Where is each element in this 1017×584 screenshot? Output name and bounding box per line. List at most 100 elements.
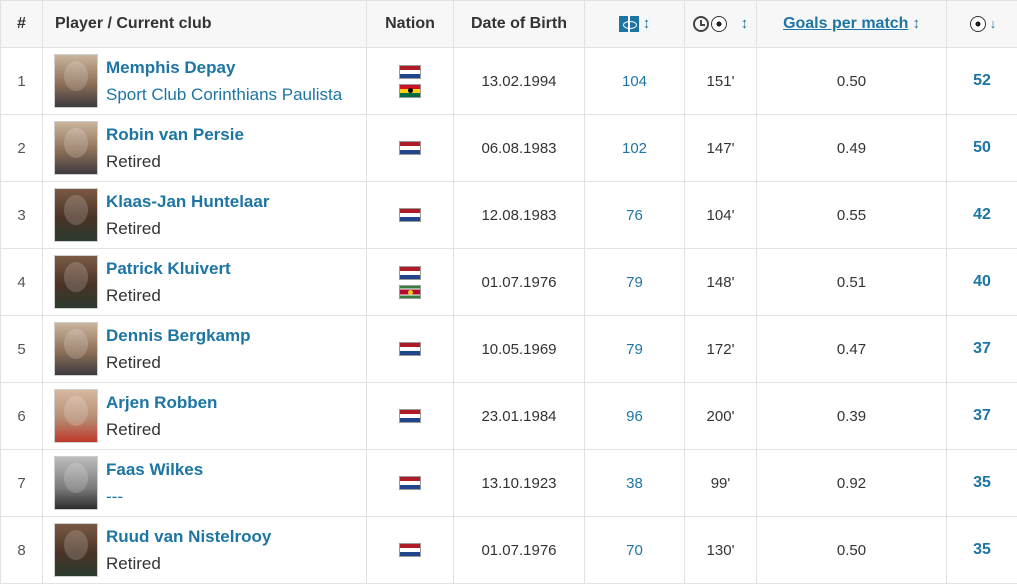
table-row: 4 Patrick Kluivert Retired 01.07.1976 79… <box>1 249 1017 316</box>
player-name-link[interactable]: Memphis Depay <box>106 54 342 81</box>
nation-cell <box>367 182 454 249</box>
goals-cell[interactable]: 42 <box>947 182 1017 249</box>
appearances-cell[interactable]: 79 <box>585 316 685 383</box>
goals-per-match-cell: 0.55 <box>757 182 947 249</box>
minutes-per-goal-cell: 172' <box>685 316 757 383</box>
goals-cell[interactable]: 37 <box>947 383 1017 450</box>
rank-cell: 5 <box>1 316 43 383</box>
sort-icon: ↕ <box>643 15 651 32</box>
header-minutes-per-goal[interactable]: ↕ <box>685 1 757 48</box>
header-goals-per-match[interactable]: Goals per match↕ <box>757 1 947 48</box>
rank-cell: 4 <box>1 249 43 316</box>
nation-cell <box>367 383 454 450</box>
club-link[interactable]: --- <box>106 483 203 510</box>
player-cell: Arjen Robben Retired <box>43 383 367 450</box>
minutes-per-goal-cell: 200' <box>685 383 757 450</box>
suriname-flag-icon <box>399 285 421 299</box>
nation-cell <box>367 115 454 182</box>
dob-cell: 06.08.1983 <box>454 115 585 182</box>
header-nation: Nation <box>367 1 454 48</box>
avatar[interactable] <box>54 255 98 309</box>
ball-icon <box>711 16 727 32</box>
appearances-cell[interactable]: 96 <box>585 383 685 450</box>
avatar[interactable] <box>54 389 98 443</box>
player-name-link[interactable]: Patrick Kluivert <box>106 255 231 282</box>
table-header-row: # Player / Current club Nation Date of B… <box>1 1 1017 48</box>
appearances-cell[interactable]: 70 <box>585 517 685 584</box>
minutes-per-goal-cell: 130' <box>685 517 757 584</box>
rank-cell: 3 <box>1 182 43 249</box>
dob-cell: 01.07.1976 <box>454 249 585 316</box>
goals-cell[interactable]: 37 <box>947 316 1017 383</box>
appearances-cell[interactable]: 38 <box>585 450 685 517</box>
header-goals[interactable]: ↓ <box>947 1 1017 48</box>
header-rank: # <box>1 1 43 48</box>
avatar[interactable] <box>54 188 98 242</box>
dob-cell: 01.07.1976 <box>454 517 585 584</box>
dob-cell: 23.01.1984 <box>454 383 585 450</box>
netherlands-flag-icon <box>399 543 421 557</box>
avatar[interactable] <box>54 54 98 108</box>
player-name-link[interactable]: Arjen Robben <box>106 389 217 416</box>
goals-cell[interactable]: 35 <box>947 450 1017 517</box>
player-cell: Memphis Depay Sport Club Corinthians Pau… <box>43 48 367 115</box>
nation-cell <box>367 48 454 115</box>
table-row: 3 Klaas-Jan Huntelaar Retired 12.08.1983… <box>1 182 1017 249</box>
header-player: Player / Current club <box>43 1 367 48</box>
avatar[interactable] <box>54 322 98 376</box>
netherlands-flag-icon <box>399 208 421 222</box>
player-cell: Robin van Persie Retired <box>43 115 367 182</box>
goals-cell[interactable]: 52 <box>947 48 1017 115</box>
netherlands-flag-icon <box>399 342 421 356</box>
dob-cell: 13.10.1923 <box>454 450 585 517</box>
netherlands-flag-icon <box>399 141 421 155</box>
player-name-link[interactable]: Faas Wilkes <box>106 456 203 483</box>
netherlands-flag-icon <box>399 266 421 280</box>
minutes-per-goal-cell: 104' <box>685 182 757 249</box>
club-label: Retired <box>106 215 269 242</box>
netherlands-flag-icon <box>399 409 421 423</box>
dob-cell: 10.05.1969 <box>454 316 585 383</box>
dob-cell: 12.08.1983 <box>454 182 585 249</box>
table-row: 7 Faas Wilkes --- 13.10.1923 38 99' 0.92… <box>1 450 1017 517</box>
goals-per-match-cell: 0.51 <box>757 249 947 316</box>
minutes-per-goal-cell: 148' <box>685 249 757 316</box>
avatar[interactable] <box>54 121 98 175</box>
rank-cell: 7 <box>1 450 43 517</box>
minutes-per-goal-cell: 151' <box>685 48 757 115</box>
club-label: Retired <box>106 349 251 376</box>
header-appearances[interactable]: ↕ <box>585 1 685 48</box>
goals-cell[interactable]: 50 <box>947 115 1017 182</box>
rank-cell: 8 <box>1 517 43 584</box>
club-link[interactable]: Sport Club Corinthians Paulista <box>106 81 342 108</box>
sort-desc-icon: ↓ <box>990 16 997 31</box>
appearances-cell[interactable]: 79 <box>585 249 685 316</box>
player-cell: Faas Wilkes --- <box>43 450 367 517</box>
player-name-link[interactable]: Ruud van Nistelrooy <box>106 523 271 550</box>
nation-cell <box>367 450 454 517</box>
sort-icon: ↕ <box>741 15 749 32</box>
player-cell: Klaas-Jan Huntelaar Retired <box>43 182 367 249</box>
player-cell: Patrick Kluivert Retired <box>43 249 367 316</box>
clock-icon <box>693 16 709 32</box>
header-dob: Date of Birth <box>454 1 585 48</box>
minutes-per-goal-cell: 147' <box>685 115 757 182</box>
goals-cell[interactable]: 35 <box>947 517 1017 584</box>
appearances-cell[interactable]: 102 <box>585 115 685 182</box>
goals-per-match-cell: 0.50 <box>757 517 947 584</box>
appearances-cell[interactable]: 104 <box>585 48 685 115</box>
avatar[interactable] <box>54 456 98 510</box>
goals-per-match-sort-link[interactable]: Goals per match <box>783 15 908 32</box>
goals-cell[interactable]: 40 <box>947 249 1017 316</box>
table-row: 8 Ruud van Nistelrooy Retired 01.07.1976… <box>1 517 1017 584</box>
table-row: 6 Arjen Robben Retired 23.01.1984 96 200… <box>1 383 1017 450</box>
avatar[interactable] <box>54 523 98 577</box>
goals-per-match-cell: 0.50 <box>757 48 947 115</box>
player-name-link[interactable]: Klaas-Jan Huntelaar <box>106 188 269 215</box>
club-label: Retired <box>106 282 231 309</box>
player-name-link[interactable]: Dennis Bergkamp <box>106 322 251 349</box>
player-name-link[interactable]: Robin van Persie <box>106 121 244 148</box>
club-label: Retired <box>106 550 271 577</box>
appearances-cell[interactable]: 76 <box>585 182 685 249</box>
